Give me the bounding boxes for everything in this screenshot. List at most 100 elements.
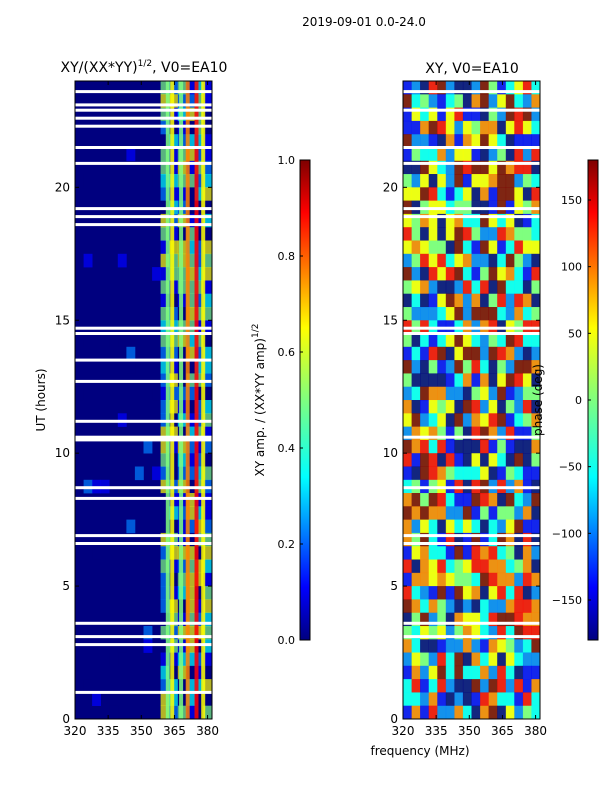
heatmap-cell [514,386,524,401]
heatmap-cell [428,81,438,95]
heatmap-cell [194,572,204,587]
heatmap-cell [462,280,472,294]
heatmap-cell [403,227,412,241]
heatmap-cell [194,360,204,374]
heatmap-cell [514,546,524,560]
heatmap-cell [194,705,204,720]
heatmap-cell [514,559,524,574]
heatmap-cell [514,81,524,95]
heatmap-cell [462,626,472,640]
heatmap-cell [531,346,541,361]
heatmap-cell [403,81,412,95]
heatmap-cell [445,439,455,454]
heatmap-cell [445,160,455,175]
heatmap-cell [497,439,507,454]
blank-row [75,90,212,94]
heatmap-cell [488,240,498,255]
heatmap-cell [203,546,213,560]
blank-row [75,435,212,439]
heatmap-cell [531,453,541,467]
colorbar-tick-label: −50 [559,461,582,474]
heatmap-cell [403,692,412,706]
heatmap-cell [437,519,447,534]
heatmap-cell [488,134,498,148]
heatmap-cell [428,626,438,640]
heatmap-cell [186,599,196,613]
heatmap-cell [403,240,412,255]
heatmap-cell [480,692,489,706]
heatmap-cell [531,213,541,228]
heatmap-cell [445,373,455,387]
heatmap-cell [462,360,472,374]
heatmap-cell [497,626,507,640]
heatmap-cell [437,652,447,667]
heatmap-cell [505,360,515,374]
heatmap-cell [428,174,438,188]
heatmap-cell [194,81,204,95]
heatmap-cell [497,240,507,255]
heatmap-cell [403,94,412,108]
heatmap-cell [428,612,438,627]
heatmap-cell [454,599,464,613]
heatmap-cell [454,240,464,255]
heatmap-cell [514,187,524,201]
heatmap-cell [437,174,447,188]
heatmap-cell [497,346,507,361]
heatmap-cell [488,81,498,95]
blank-row [75,108,212,112]
heatmap-cell [411,120,421,135]
heatmap-cell [514,213,524,228]
heatmap-cell [497,134,507,148]
heatmap-cell [186,532,196,547]
heatmap-cell [420,386,429,401]
hot-channel-mark [201,81,206,719]
x-tick-label: 365 [163,724,186,738]
x-tick-label: 380 [524,724,547,738]
heatmap-cell [480,373,489,387]
heatmap-cell [445,213,455,228]
heatmap-cell [471,267,481,281]
heatmap-cell [505,107,515,122]
heatmap-cell [488,506,498,520]
heatmap-cell [203,612,213,627]
heatmap-cell [522,94,532,108]
blank-row [75,542,212,545]
blank-row [75,223,212,227]
colorbar-tick-label: 1.0 [278,154,296,167]
heatmap-cell [83,253,93,268]
heatmap-cell [454,439,464,454]
heatmap-cell [203,426,213,441]
heatmap-cell [420,94,429,108]
heatmap-cell [454,426,464,441]
heatmap-cell [497,227,507,241]
heatmap-cell [497,386,507,401]
heatmap-cell [445,599,455,613]
hot-channel-mark [194,81,199,719]
colorbar-tick-label: −100 [552,527,582,540]
heatmap-cell [420,519,429,534]
heatmap-cell [454,107,464,122]
heatmap-cell [194,107,204,122]
heatmap-cell [445,546,455,560]
heatmap-cell [203,240,213,255]
heatmap-cell [160,213,170,228]
heatmap-cell [514,705,524,720]
heatmap-cell [514,400,524,414]
heatmap-cell [428,386,438,401]
heatmap-cell [203,692,213,706]
heatmap-cell [522,346,532,361]
heatmap-cell [160,400,170,414]
heatmap-cell [497,267,507,281]
heatmap-cell [531,493,541,507]
heatmap-cell [522,546,532,560]
heatmap-cell [480,174,489,188]
colorbar-tick-label: 0 [575,394,582,407]
heatmap-cell [160,506,170,520]
heatmap-cell [488,280,498,294]
heatmap-cell [471,147,481,162]
heatmap-cell [194,160,204,175]
heatmap-cell [454,639,464,653]
heatmap-cell [403,400,412,414]
heatmap-cell [505,546,515,560]
heatmap-cell [522,160,532,175]
